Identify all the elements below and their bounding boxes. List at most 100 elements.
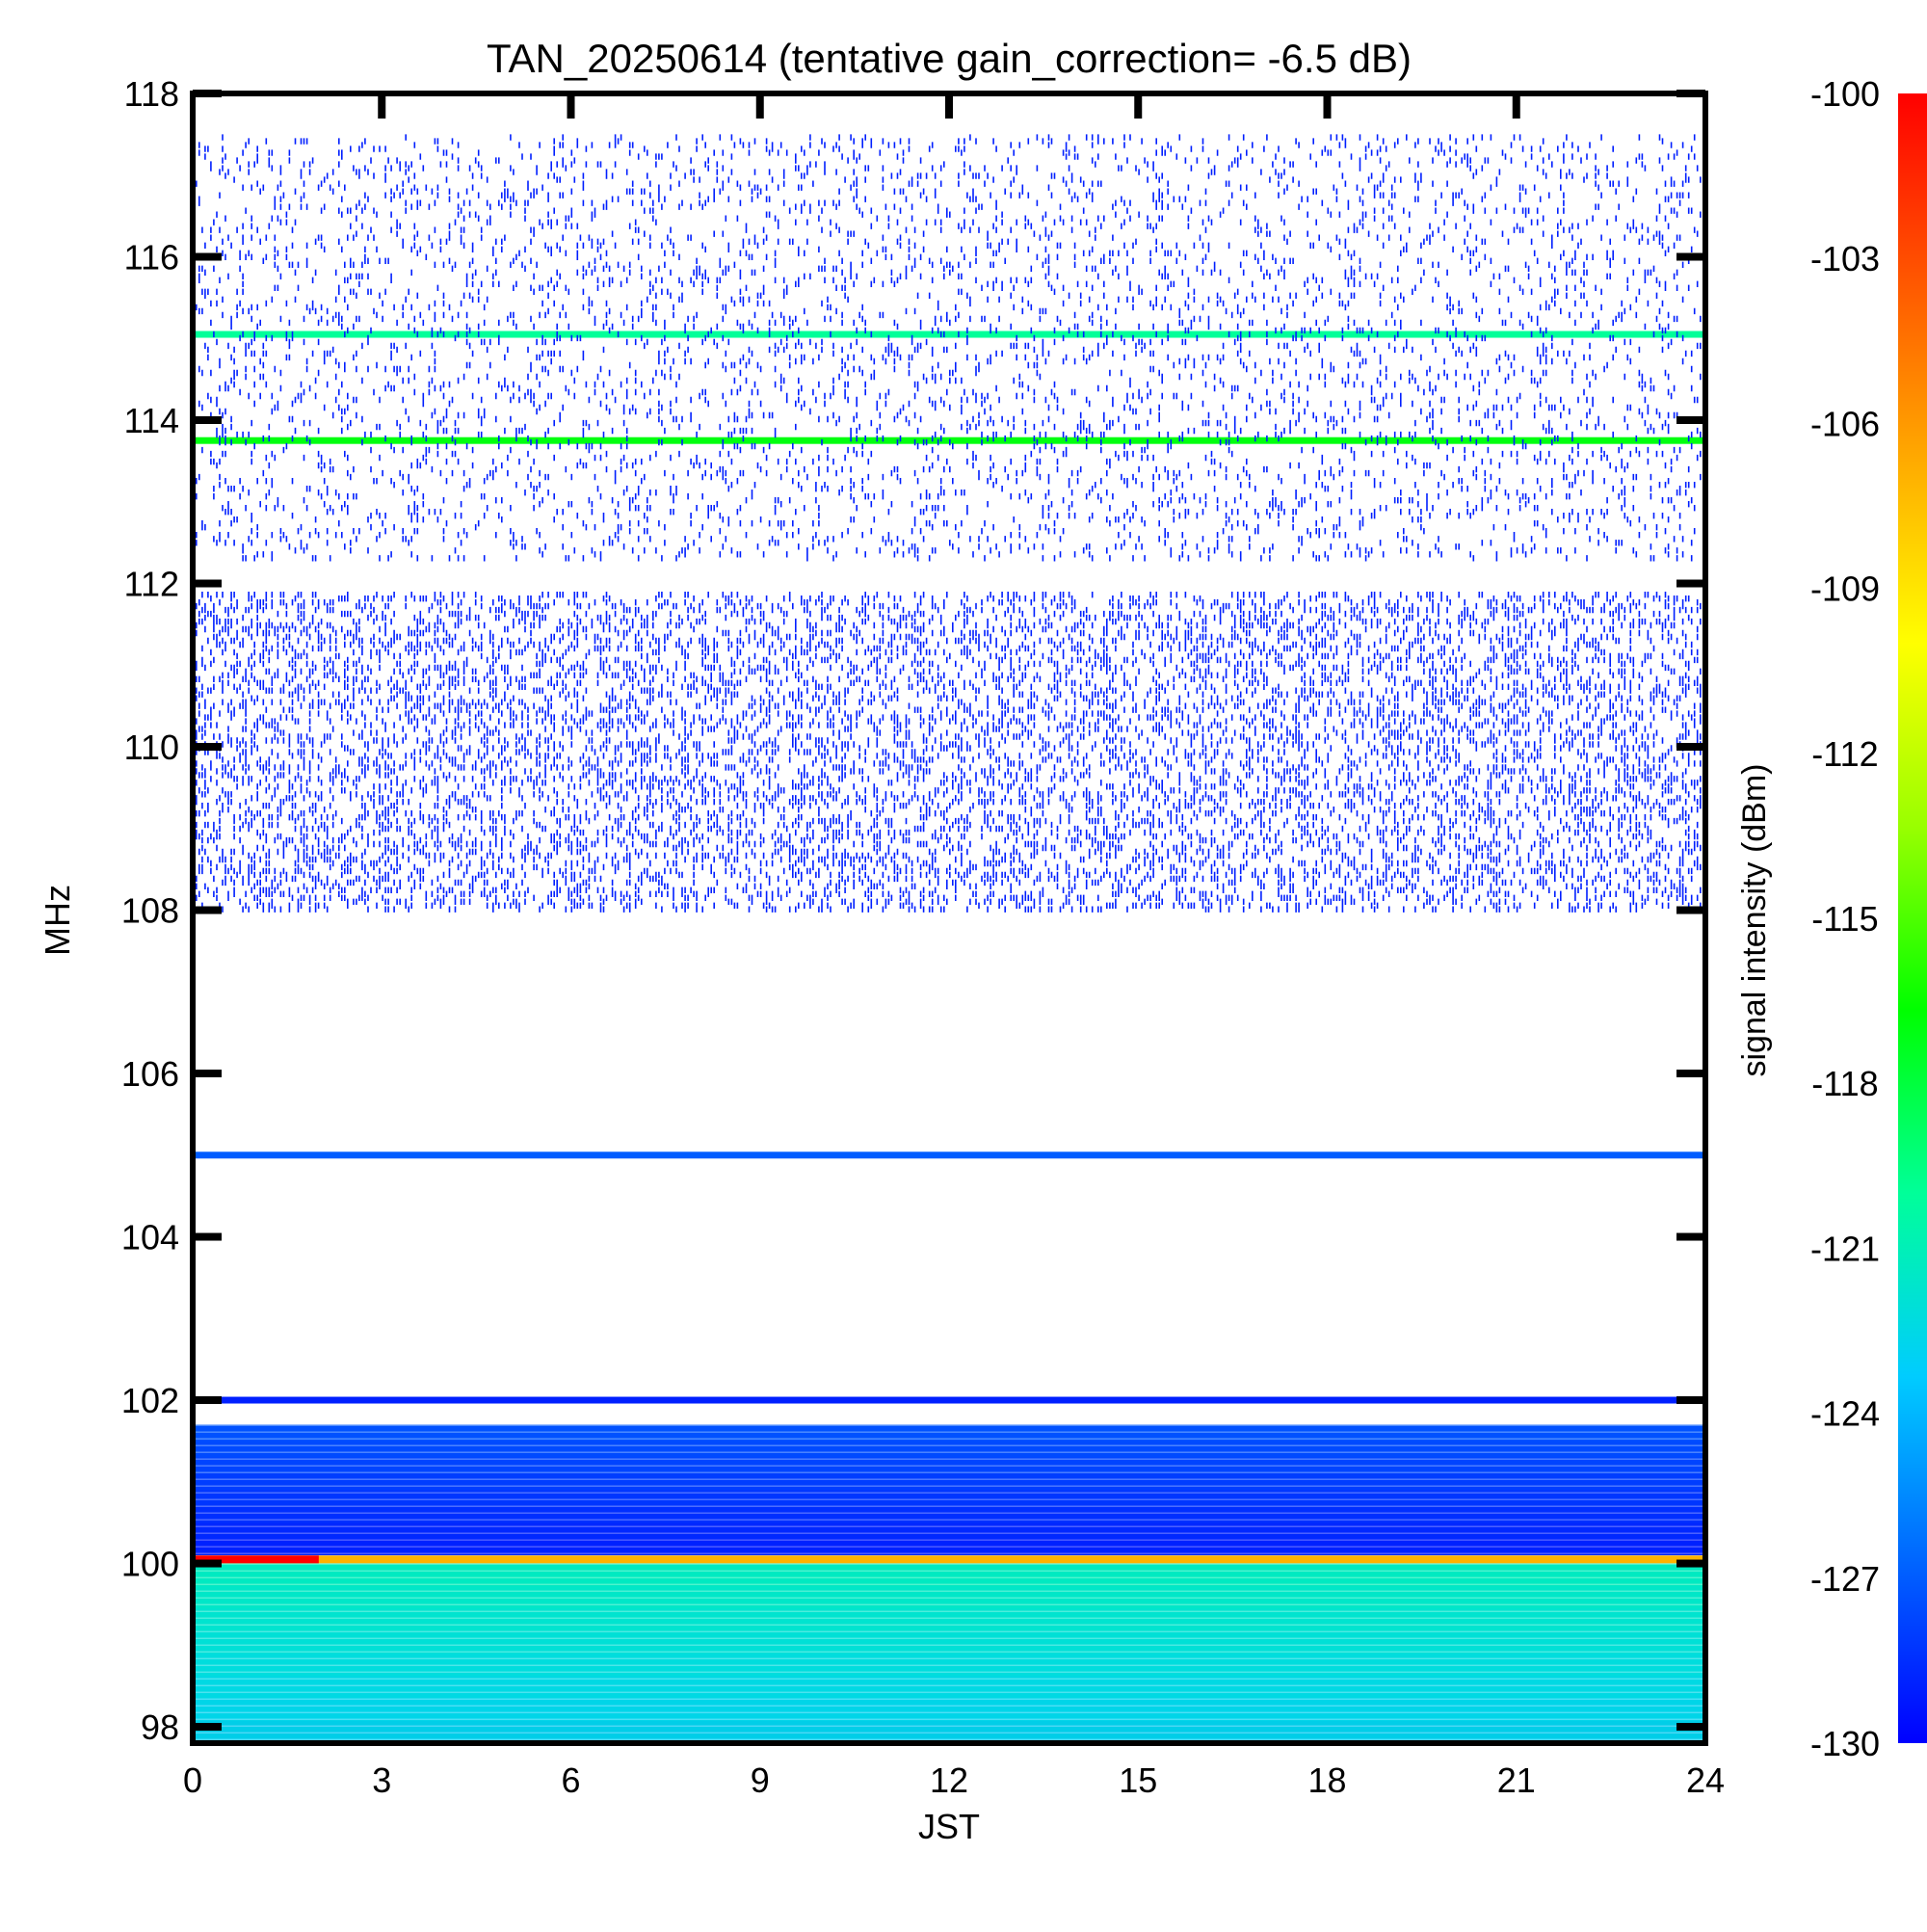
colorbar-tick-label: -124 bbox=[1810, 1394, 1880, 1434]
floor-striation bbox=[193, 1458, 1705, 1460]
y-tick-label: 102 bbox=[121, 1381, 179, 1420]
y-tick-mark-right bbox=[1676, 1723, 1705, 1732]
floor-striation bbox=[193, 1485, 1705, 1487]
carrier-line bbox=[193, 331, 1705, 338]
x-tick-label: 3 bbox=[372, 1760, 391, 1800]
x-tick-label: 0 bbox=[183, 1760, 202, 1800]
floor-shade bbox=[193, 1539, 1705, 1556]
floor-striation bbox=[193, 1590, 1705, 1593]
floor-striation bbox=[193, 1725, 1705, 1728]
y-tick-mark-right bbox=[1676, 743, 1705, 752]
floor-striation bbox=[193, 1546, 1705, 1548]
colorbar-label: signal intensity (dBm) bbox=[1736, 763, 1773, 1076]
floor-striation bbox=[193, 1471, 1705, 1473]
feature-strong-carrier bbox=[193, 1555, 1705, 1564]
colorbar-tick-label: -118 bbox=[1811, 1064, 1878, 1103]
y-tick-label: 98 bbox=[141, 1707, 179, 1747]
y-tick-label: 108 bbox=[121, 891, 179, 931]
floor-striation bbox=[193, 1512, 1705, 1514]
floor-striation bbox=[193, 1664, 1705, 1667]
floor-shade bbox=[193, 1676, 1705, 1699]
x-tick-label: 15 bbox=[1119, 1760, 1157, 1800]
floor-striation bbox=[193, 1718, 1705, 1721]
feature-broadband-floor bbox=[193, 1424, 1705, 1556]
feature-carrier-band bbox=[193, 1396, 1705, 1404]
y-tick-mark-left bbox=[193, 90, 222, 97]
floor-striation bbox=[193, 1525, 1705, 1527]
floor-striation bbox=[193, 1505, 1705, 1507]
feature-broadband-floor bbox=[193, 1563, 1705, 1743]
floor-shade bbox=[193, 1720, 1705, 1743]
carrier-early-segment bbox=[193, 1555, 319, 1564]
y-tick-mark-left bbox=[193, 1396, 222, 1405]
floor-striation bbox=[193, 1519, 1705, 1521]
plot-area bbox=[193, 134, 1705, 1743]
floor-shade bbox=[193, 1630, 1705, 1654]
floor-striation bbox=[193, 1438, 1705, 1440]
floor-striation bbox=[193, 1498, 1705, 1500]
y-tick-label: 100 bbox=[121, 1545, 179, 1584]
floor-striation bbox=[193, 1738, 1705, 1741]
colorbar-tick-label: -130 bbox=[1810, 1724, 1880, 1763]
y-tick-mark-left bbox=[193, 1559, 222, 1568]
y-axis: 98 100 102 104 106 108 110 112 114 116 118 bbox=[121, 74, 1705, 1747]
floor-shade bbox=[193, 1608, 1705, 1631]
x-tick-label: 21 bbox=[1497, 1760, 1536, 1800]
carrier-line bbox=[193, 1555, 1705, 1564]
x-axis-label: JST bbox=[918, 1807, 980, 1846]
y-tick-mark-left bbox=[193, 1070, 222, 1078]
colorbar-tick-label: -100 bbox=[1810, 74, 1880, 114]
floor-striation bbox=[193, 1532, 1705, 1534]
floor-striation bbox=[193, 1684, 1705, 1687]
floor-striation bbox=[193, 1539, 1705, 1541]
x-tick-mark-top bbox=[378, 93, 386, 119]
y-tick-mark-right bbox=[1676, 1559, 1705, 1568]
y-tick-label: 110 bbox=[124, 728, 179, 767]
floor-striation bbox=[193, 1651, 1705, 1654]
floor-shade bbox=[193, 1490, 1705, 1507]
x-tick-mark-top bbox=[755, 93, 764, 119]
x-tick-label: 9 bbox=[751, 1760, 770, 1800]
x-tick-label: 12 bbox=[930, 1760, 968, 1800]
y-tick-mark-right bbox=[1676, 1070, 1705, 1078]
floor-shade bbox=[193, 1563, 1705, 1586]
floor-striation bbox=[193, 1603, 1705, 1606]
colorbar-tick-label: -115 bbox=[1811, 899, 1878, 939]
colorbar-tick-label: -106 bbox=[1810, 404, 1880, 443]
floor-striation bbox=[193, 1705, 1705, 1707]
floor-striation bbox=[193, 1583, 1705, 1586]
floor-striation bbox=[193, 1644, 1705, 1647]
colorbar-ticks: -100 -103 -106 -109 -112 -115 -118 -121 -124 -127… bbox=[1810, 74, 1880, 1763]
floor-striation bbox=[193, 1597, 1705, 1600]
floor-shade bbox=[193, 1506, 1705, 1523]
y-tick-mark-left bbox=[193, 906, 222, 914]
x-tick-mark-top bbox=[1512, 93, 1520, 119]
colorbar bbox=[1898, 93, 1927, 1743]
y-tick-label: 106 bbox=[121, 1054, 179, 1094]
y-tick-mark-right bbox=[1676, 579, 1705, 588]
floor-striation bbox=[193, 1691, 1705, 1694]
floor-striation bbox=[193, 1478, 1705, 1480]
y-tick-mark-right bbox=[1676, 416, 1705, 425]
y-tick-label: 118 bbox=[124, 74, 179, 114]
floor-striation bbox=[193, 1671, 1705, 1674]
y-tick-mark-right bbox=[1676, 906, 1705, 914]
colorbar-tick-label: -112 bbox=[1811, 734, 1878, 774]
floor-striation bbox=[193, 1637, 1705, 1640]
floor-striation bbox=[193, 1576, 1705, 1579]
floor-shade bbox=[193, 1698, 1705, 1721]
y-tick-mark-left bbox=[193, 416, 222, 425]
floor-striation bbox=[193, 1563, 1705, 1566]
x-tick-label: 24 bbox=[1686, 1760, 1725, 1800]
y-tick-label: 112 bbox=[124, 565, 179, 604]
colorbar-tick-label: -127 bbox=[1810, 1559, 1880, 1599]
x-tick-label: 18 bbox=[1307, 1760, 1346, 1800]
floor-shade bbox=[193, 1457, 1705, 1474]
y-tick-mark-left bbox=[193, 252, 222, 261]
floor-striation bbox=[193, 1451, 1705, 1453]
floor-striation bbox=[193, 1465, 1705, 1467]
y-tick-label: 104 bbox=[121, 1218, 179, 1257]
floor-shade bbox=[193, 1585, 1705, 1609]
floor-striation bbox=[193, 1678, 1705, 1681]
